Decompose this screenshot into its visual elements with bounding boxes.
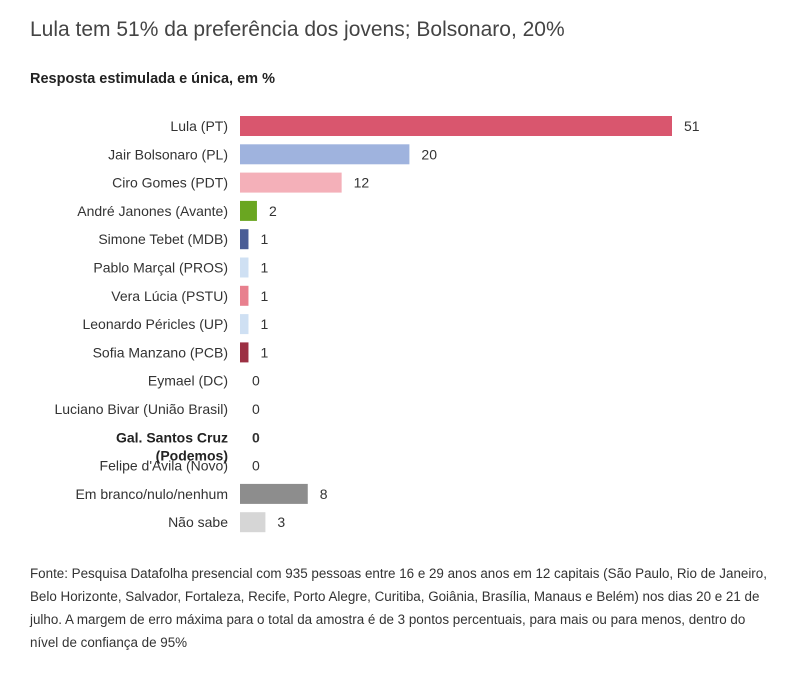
- category-label: Simone Tebet (MDB): [98, 231, 228, 247]
- category-label: Luciano Bivar (União Brasil): [54, 401, 228, 417]
- value-label: 1: [260, 344, 268, 360]
- bar: [240, 144, 410, 165]
- category-label: Gal. Santos Cruz (Podemos): [116, 429, 228, 463]
- value-label: 1: [260, 231, 268, 247]
- bar: [240, 314, 249, 335]
- bar: [240, 483, 308, 504]
- bar: [240, 257, 249, 278]
- category-label: Leonardo Péricles (UP): [82, 316, 228, 332]
- value-label: 1: [260, 260, 268, 276]
- category-label: Vera Lúcia (PSTU): [111, 288, 228, 304]
- category-label: Pablo Marçal (PROS): [93, 260, 228, 276]
- category-label: Ciro Gomes (PDT): [112, 175, 228, 191]
- category-label: Eymael (DC): [148, 373, 228, 389]
- value-label: 0: [252, 373, 260, 389]
- bar: [240, 342, 249, 363]
- value-label: 2: [269, 203, 277, 219]
- value-label: 0: [252, 458, 260, 474]
- value-label: 12: [354, 175, 370, 191]
- category-label: Em branco/nulo/nenhum: [75, 486, 228, 502]
- bar: [240, 200, 257, 221]
- value-label: 51: [684, 118, 700, 134]
- category-label: Sofia Manzano (PCB): [93, 344, 228, 360]
- category-label: Não sabe: [168, 514, 228, 530]
- value-label: 3: [277, 514, 285, 530]
- value-label: 1: [260, 316, 268, 332]
- value-label: 0: [252, 429, 260, 445]
- category-label: André Janones (Avante): [77, 203, 228, 219]
- bar: [240, 285, 249, 306]
- bar: [240, 116, 672, 136]
- source-note: Fonte: Pesquisa Datafolha presencial com…: [30, 566, 767, 650]
- value-label: 1: [260, 288, 268, 304]
- bar: [240, 229, 249, 250]
- value-label: 0: [252, 401, 260, 417]
- value-label: 20: [421, 146, 437, 162]
- bar: [240, 512, 266, 533]
- category-label: Jair Bolsonaro (PL): [108, 146, 228, 162]
- category-label: Felipe d'Avila (Novo): [100, 458, 228, 474]
- chart-subtitle: Resposta estimulada e única, em %: [30, 71, 275, 87]
- chart-title: Lula tem 51% da preferência dos jovens; …: [30, 18, 565, 41]
- value-label: 8: [320, 486, 328, 502]
- bar: [240, 172, 342, 193]
- category-label: Lula (PT): [170, 118, 228, 134]
